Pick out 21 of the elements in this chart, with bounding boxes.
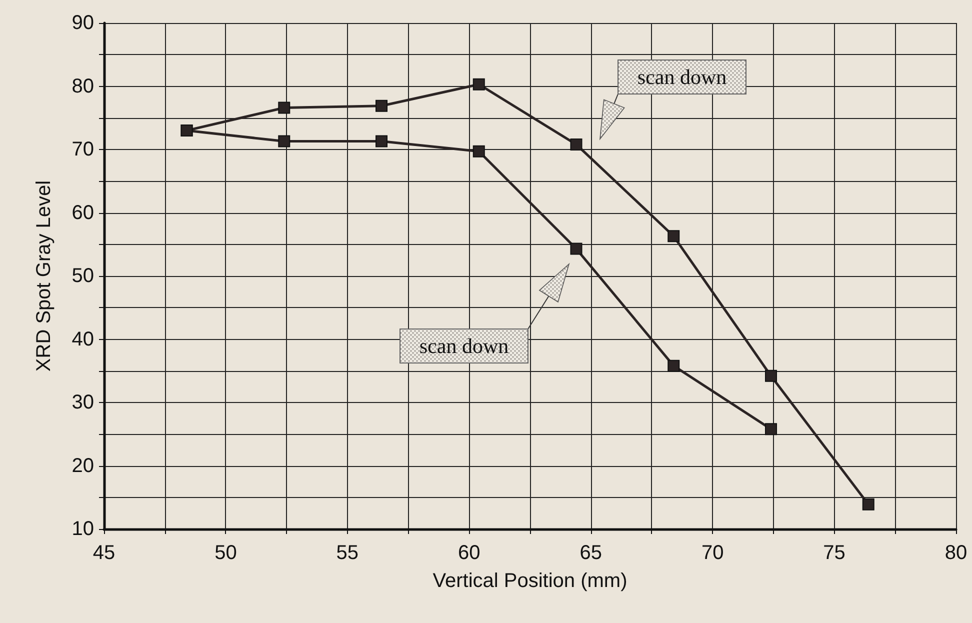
x-tick-label: 50: [214, 542, 237, 564]
y-tick-label: 80: [72, 75, 94, 98]
x-tick-label: 75: [823, 542, 846, 564]
y-tick-label: 50: [72, 265, 94, 287]
x-tick-label: 55: [336, 542, 359, 564]
x-tick-label: 60: [458, 542, 480, 564]
x-axis-title: Vertical Position (mm): [432, 570, 628, 592]
y-tick-label: 20: [72, 454, 94, 477]
y-tick-label: 90: [72, 12, 94, 34]
y-tick-label: 30: [72, 392, 94, 414]
y-axis-title: XRD Spot Gray Level: [33, 180, 55, 372]
annotation: scan down: [419, 334, 510, 358]
annotation: scan down: [637, 65, 728, 89]
x-tick-label: 65: [580, 542, 602, 564]
y-tick-label: 40: [72, 328, 94, 350]
y-tick-label: 60: [72, 202, 94, 224]
x-tick-label: 80: [944, 542, 968, 564]
y-tick-label: 10: [72, 518, 94, 540]
x-tick-label: 70: [701, 542, 724, 564]
y-tick-label: 70: [72, 138, 94, 160]
x-tick-label: 45: [92, 542, 116, 564]
